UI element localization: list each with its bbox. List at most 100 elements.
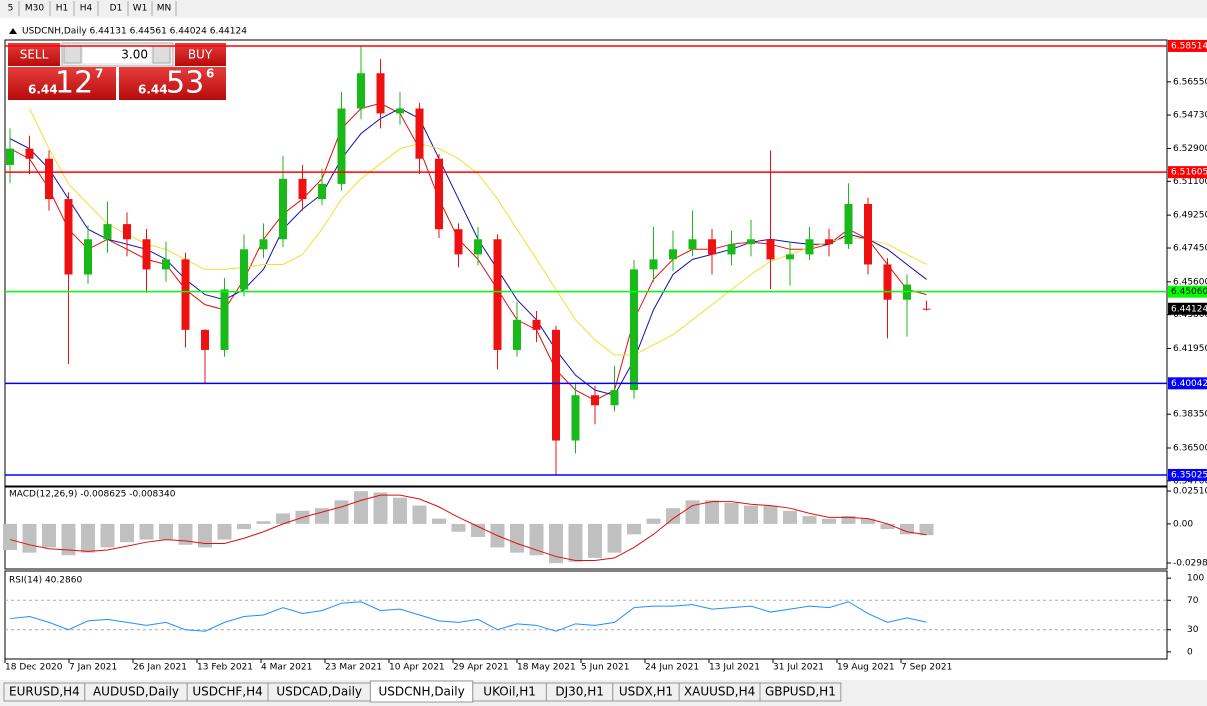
candle-body bbox=[25, 148, 34, 159]
candle-body bbox=[571, 395, 580, 441]
lot-value[interactable]: 3.00 bbox=[121, 48, 148, 62]
tab-label[interactable]: USDX,H1 bbox=[619, 685, 673, 699]
tab-label[interactable]: USDCHF,H4 bbox=[192, 685, 262, 699]
macd-bar bbox=[3, 523, 17, 551]
macd-bar bbox=[510, 523, 524, 553]
tab-label[interactable]: XAUUSD,H4 bbox=[684, 685, 755, 699]
macd-bar bbox=[451, 523, 466, 532]
x-tick-label: 7 Jan 2021 bbox=[69, 663, 117, 673]
macd-bar bbox=[744, 505, 758, 524]
macd-bar bbox=[529, 523, 544, 556]
macd-bar bbox=[549, 523, 563, 564]
sell-label[interactable]: SELL bbox=[20, 48, 49, 62]
candle-body bbox=[84, 239, 92, 275]
y-tick-label: 6.56550 bbox=[1173, 77, 1207, 87]
candle-body bbox=[493, 239, 502, 350]
macd-bar bbox=[822, 518, 836, 524]
tab-label[interactable]: EURUSD,H4 bbox=[9, 685, 80, 699]
macd-signal bbox=[9, 494, 927, 561]
y-tick-label: 6.49250 bbox=[1173, 211, 1207, 221]
candle-body bbox=[688, 239, 697, 250]
candle-body bbox=[513, 319, 521, 350]
x-tick-label: 13 Feb 2021 bbox=[197, 663, 253, 673]
lot-up[interactable] bbox=[152, 45, 171, 64]
macd-bar bbox=[471, 523, 485, 537]
macd-bar bbox=[81, 523, 95, 553]
candle-body bbox=[337, 108, 346, 184]
x-tick-label: 31 Jul 2021 bbox=[773, 663, 824, 673]
macd-bar bbox=[432, 518, 446, 524]
rsi-tick-label: 0 bbox=[1187, 647, 1193, 657]
candle-body bbox=[454, 229, 463, 255]
candle-body bbox=[396, 108, 404, 114]
tab-label[interactable]: DJ30,H1 bbox=[555, 685, 604, 699]
sell-price-main: 12 bbox=[55, 66, 93, 101]
x-tick-label: 7 Sep 2021 bbox=[901, 663, 952, 673]
macd-bar bbox=[724, 502, 739, 524]
timeframe-button[interactable]: H1 bbox=[56, 4, 69, 14]
candle-body bbox=[805, 239, 814, 255]
candle-body bbox=[45, 158, 53, 200]
timeframe-button[interactable]: M30 bbox=[25, 4, 44, 14]
lot-input[interactable] bbox=[83, 46, 151, 63]
candle-body bbox=[64, 199, 73, 275]
tab[interactable] bbox=[759, 682, 842, 702]
buy-button[interactable] bbox=[175, 43, 226, 66]
tab-label[interactable]: GBPUSD,H1 bbox=[765, 685, 836, 699]
macd-bar bbox=[139, 523, 154, 540]
macd-bar bbox=[178, 523, 193, 545]
buy-label[interactable]: BUY bbox=[188, 48, 213, 62]
x-tick-label: 13 Jul 2021 bbox=[709, 663, 760, 673]
timeframe-button[interactable]: 5 bbox=[8, 4, 14, 14]
timeframe-button[interactable]: D1 bbox=[110, 4, 123, 14]
macd-bar bbox=[666, 508, 680, 524]
macd-bar bbox=[802, 516, 817, 524]
candle-body bbox=[552, 329, 560, 441]
candle-body bbox=[747, 239, 755, 245]
sell-price-pip: 7 bbox=[95, 67, 103, 81]
macd-bar bbox=[276, 513, 290, 524]
price-level-tag bbox=[1168, 166, 1207, 179]
tab-label[interactable]: USDCNH,Daily bbox=[378, 685, 464, 699]
price-level-label: 6.45060 bbox=[1171, 287, 1207, 297]
macd-bar bbox=[919, 523, 934, 536]
price-level-label: 6.51605 bbox=[1171, 168, 1207, 178]
x-tick-label: 5 Jun 2021 bbox=[581, 663, 629, 673]
y-tick-label: 6.43800 bbox=[1173, 310, 1207, 320]
y-tick-label: 6.47450 bbox=[1173, 244, 1207, 254]
x-tick-label: 18 Dec 2020 bbox=[5, 663, 63, 673]
macd-bar bbox=[61, 523, 76, 556]
timeframe-button[interactable]: H4 bbox=[80, 4, 93, 14]
macd-bar bbox=[373, 492, 388, 524]
collapse-arrow[interactable] bbox=[9, 28, 17, 34]
macd-bar bbox=[159, 523, 173, 540]
candle-body bbox=[708, 239, 716, 255]
candle-body bbox=[376, 73, 385, 114]
tab-label[interactable]: UKOil,H1 bbox=[483, 685, 536, 699]
sell-button[interactable] bbox=[8, 43, 60, 66]
candle-body bbox=[201, 329, 209, 350]
lot-down[interactable] bbox=[63, 45, 82, 64]
candle-body bbox=[922, 308, 931, 310]
macd-bar bbox=[256, 521, 271, 524]
macd-bar bbox=[393, 497, 407, 524]
tab-label[interactable]: USDCAD,Daily bbox=[276, 685, 362, 699]
timeframe-button[interactable]: W1 bbox=[133, 4, 148, 14]
timeframe-button[interactable]: MN bbox=[157, 4, 172, 14]
candle-body bbox=[181, 259, 190, 330]
buy-price-box[interactable] bbox=[119, 67, 226, 100]
macd-bar bbox=[198, 523, 212, 548]
macd-bar bbox=[841, 516, 856, 524]
macd-bar bbox=[100, 523, 115, 548]
candle-body bbox=[591, 395, 599, 406]
candle-body bbox=[435, 158, 443, 230]
x-tick-label: 18 May 2021 bbox=[517, 663, 576, 673]
x-tick-label: 24 Jun 2021 bbox=[645, 663, 699, 673]
y-tick-label: 6.51100 bbox=[1173, 177, 1207, 187]
y-tick-label: 6.41950 bbox=[1173, 344, 1207, 354]
buy-price-pip: 6 bbox=[206, 67, 214, 81]
tab-label[interactable]: AUDUSD,Daily bbox=[93, 685, 179, 699]
buy-price-main: 53 bbox=[166, 66, 204, 101]
sell-price-box[interactable] bbox=[8, 67, 116, 100]
